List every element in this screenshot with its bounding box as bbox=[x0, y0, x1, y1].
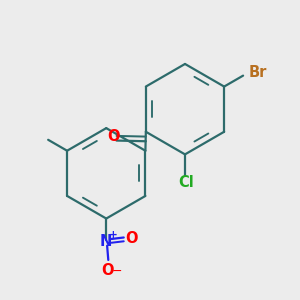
Text: −: − bbox=[112, 265, 122, 278]
Text: Cl: Cl bbox=[178, 175, 194, 190]
Text: O: O bbox=[101, 263, 114, 278]
Text: O: O bbox=[125, 232, 138, 247]
Text: O: O bbox=[107, 129, 120, 144]
Text: N: N bbox=[100, 234, 112, 249]
Text: Br: Br bbox=[248, 65, 267, 80]
Text: +: + bbox=[109, 230, 118, 240]
